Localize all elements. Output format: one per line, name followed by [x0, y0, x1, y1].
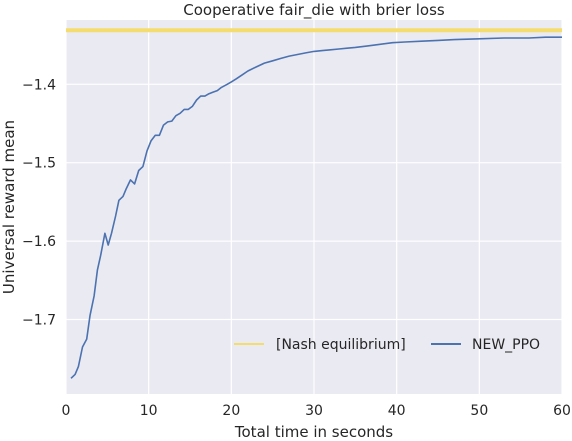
x-tick-label: 10 [140, 403, 158, 419]
series-line-new-ppo [70, 36, 562, 379]
x-axis-title: Total time in seconds [234, 423, 393, 441]
legend-label-nash: [Nash equilibrium] [276, 337, 406, 353]
legend-label-new-ppo: NEW_PPO [472, 337, 540, 353]
chart-title: Cooperative fair_die with brier loss [183, 1, 445, 20]
y-tick-label: −1.5 [22, 156, 56, 172]
x-tick-label: 30 [305, 403, 323, 419]
y-axis-title: Universal reward mean [0, 120, 18, 294]
x-tick-label: 20 [222, 403, 240, 419]
legend: [Nash equilibrium] NEW_PPO [234, 337, 540, 353]
series-layer [66, 28, 562, 379]
x-tick-label: 0 [62, 403, 71, 419]
x-tick-label: 50 [470, 403, 488, 419]
y-tick-label: −1.4 [22, 77, 56, 93]
x-tick-label: 40 [388, 403, 406, 419]
y-gridlines [66, 83, 562, 321]
x-tick-label: 60 [553, 403, 571, 419]
x-tick-labels: 0 10 20 30 40 50 60 [62, 403, 571, 419]
y-tick-labels: −1.7 −1.6 −1.5 −1.4 [22, 77, 56, 328]
y-tick-label: −1.7 [22, 313, 56, 329]
y-tick-label: −1.6 [22, 234, 56, 250]
